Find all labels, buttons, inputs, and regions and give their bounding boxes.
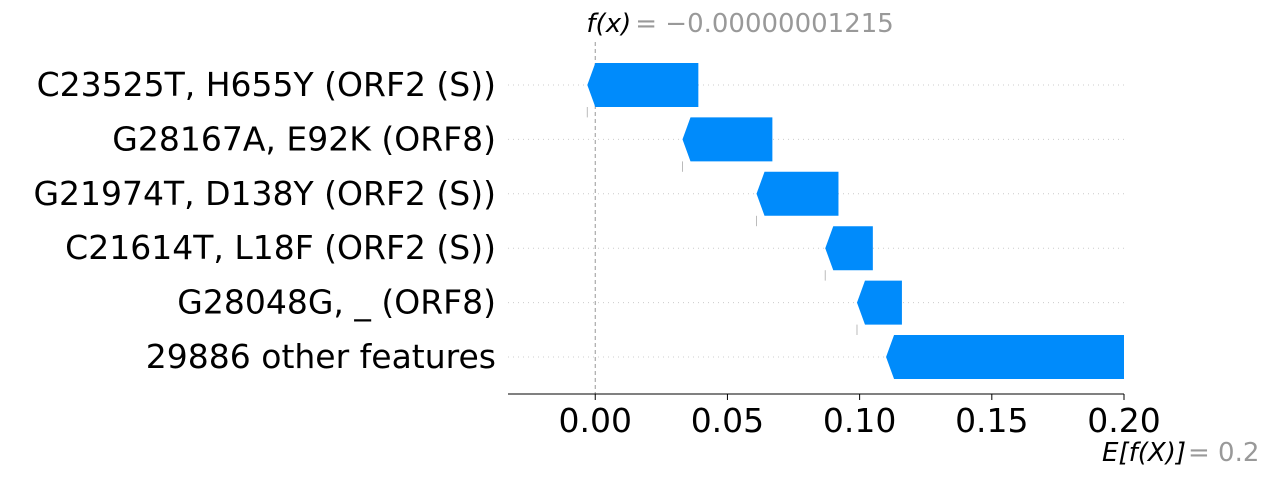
feature-label: G21974T, D138Y (ORF2 (S)) [33,174,496,213]
waterfall-bar [856,280,902,325]
feature-label: C21614T, L18F (ORF2 (S)) [65,228,496,267]
fx-label: f(x) [586,9,631,39]
waterfall-bar [587,63,699,107]
expected-value-label: E[f(X)] [1102,438,1186,468]
feature-labels: C23525T, H655Y (ORF2 (S)) G28167A, E92K (… [33,65,496,376]
x-tick-label: 0.00 [559,401,632,440]
x-tick-label: 0.10 [823,401,896,440]
feature-label: G28167A, E92K (ORF8) [112,119,496,158]
feature-label: 29886 other features [146,337,496,376]
waterfall-bar [756,171,839,216]
expected-value-value: = 0.2 [1188,438,1259,468]
connectors-group [586,107,858,335]
x-tick-label: 0.15 [955,401,1028,440]
row-gridlines [508,84,1126,358]
bars-group [587,63,1124,379]
x-axis-ticks: 0.00 0.05 0.10 0.15 0.20 [559,394,1161,440]
feature-label: C23525T, H655Y (ORF2 (S)) [37,65,496,104]
feature-label: G28048G, _ (ORF8) [177,283,496,322]
x-tick-label: 0.05 [691,401,764,440]
waterfall-bar [825,226,873,271]
x-tick-label: 0.20 [1087,401,1160,440]
waterfall-bar [682,117,773,162]
waterfall-bar [886,335,1124,379]
fx-value: = −0.00000001215 [635,9,894,39]
